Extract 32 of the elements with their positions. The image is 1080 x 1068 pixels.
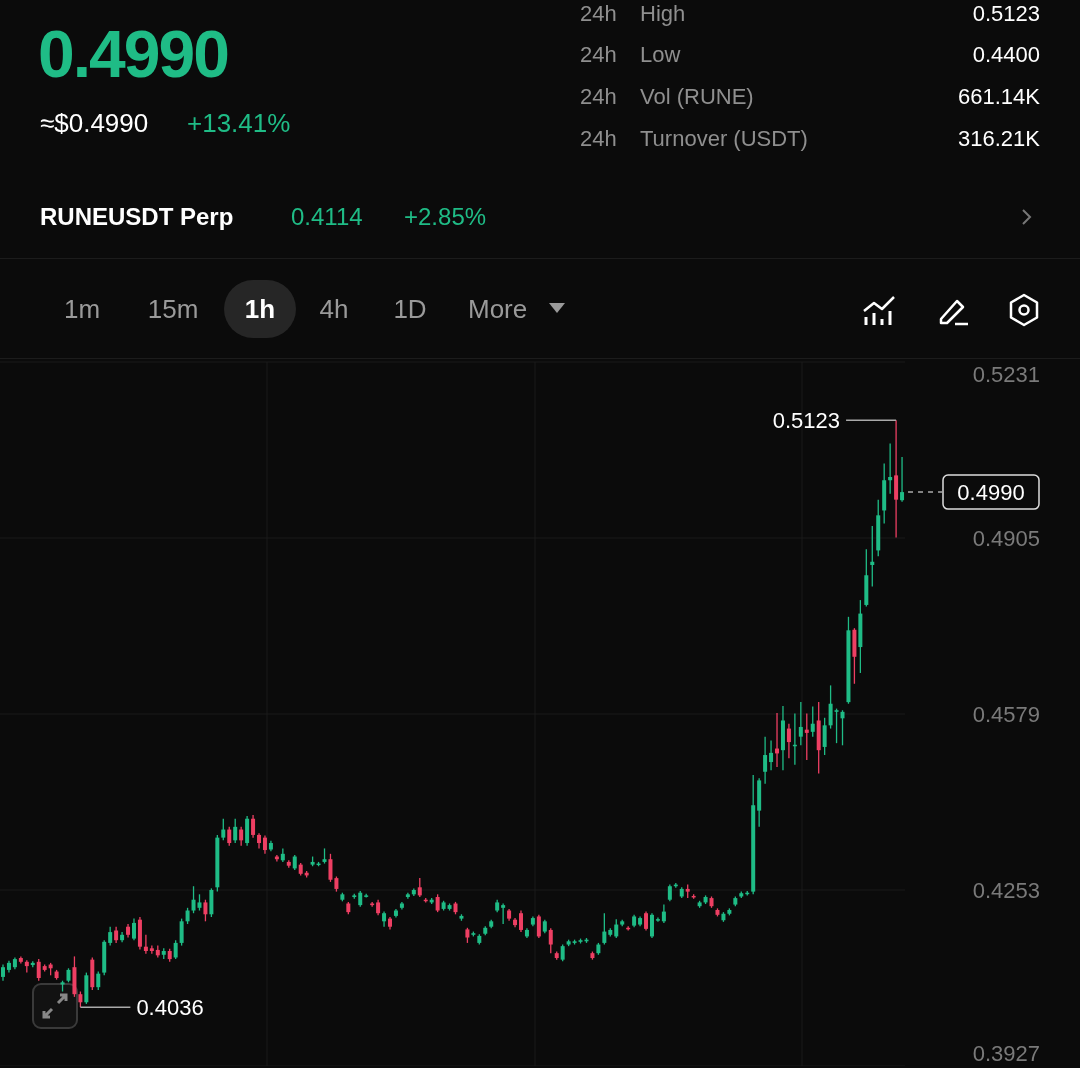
text: 0.4990 — [38, 17, 228, 91]
text: 661.14K — [958, 84, 1040, 109]
y-tick-label: 0.4579 — [972, 701, 1040, 727]
text: RUNEUSDT Perp — [40, 203, 234, 230]
text: 24h — [580, 42, 617, 67]
text: 24h — [580, 84, 617, 109]
text: 0.4114 — [291, 203, 363, 230]
text: 4h — [319, 294, 349, 324]
y-tick-label: 0.4905 — [972, 525, 1040, 551]
text: 24h — [580, 1, 617, 26]
text: 0.5123 — [972, 1, 1040, 26]
y-tick-label: 0.5231 — [972, 361, 1040, 387]
text: 15m — [147, 294, 199, 324]
ref-line-label: 0.4990 — [957, 479, 1025, 505]
text: Low — [640, 42, 681, 67]
text: +13.41% — [187, 108, 291, 138]
y-tick-label: 0.3927 — [972, 1040, 1040, 1066]
text: 1m — [63, 294, 101, 324]
text: Turnover (USDT) — [640, 126, 808, 151]
text: +2.85% — [404, 203, 487, 230]
annotation: 0.4036 — [136, 994, 204, 1020]
annotation: 0.5123 — [772, 407, 841, 433]
text: 0.4400 — [972, 42, 1040, 67]
y-tick-label: 0.4253 — [972, 877, 1040, 903]
text: 1D — [393, 294, 427, 324]
text: 316.21K — [958, 126, 1040, 151]
text: 1h — [244, 294, 276, 324]
text: Vol (RUNE) — [640, 84, 754, 109]
text: High — [640, 1, 686, 26]
text: ≈$0.4990 — [40, 108, 149, 138]
text: More — [468, 294, 528, 324]
text: 24h — [580, 126, 617, 151]
